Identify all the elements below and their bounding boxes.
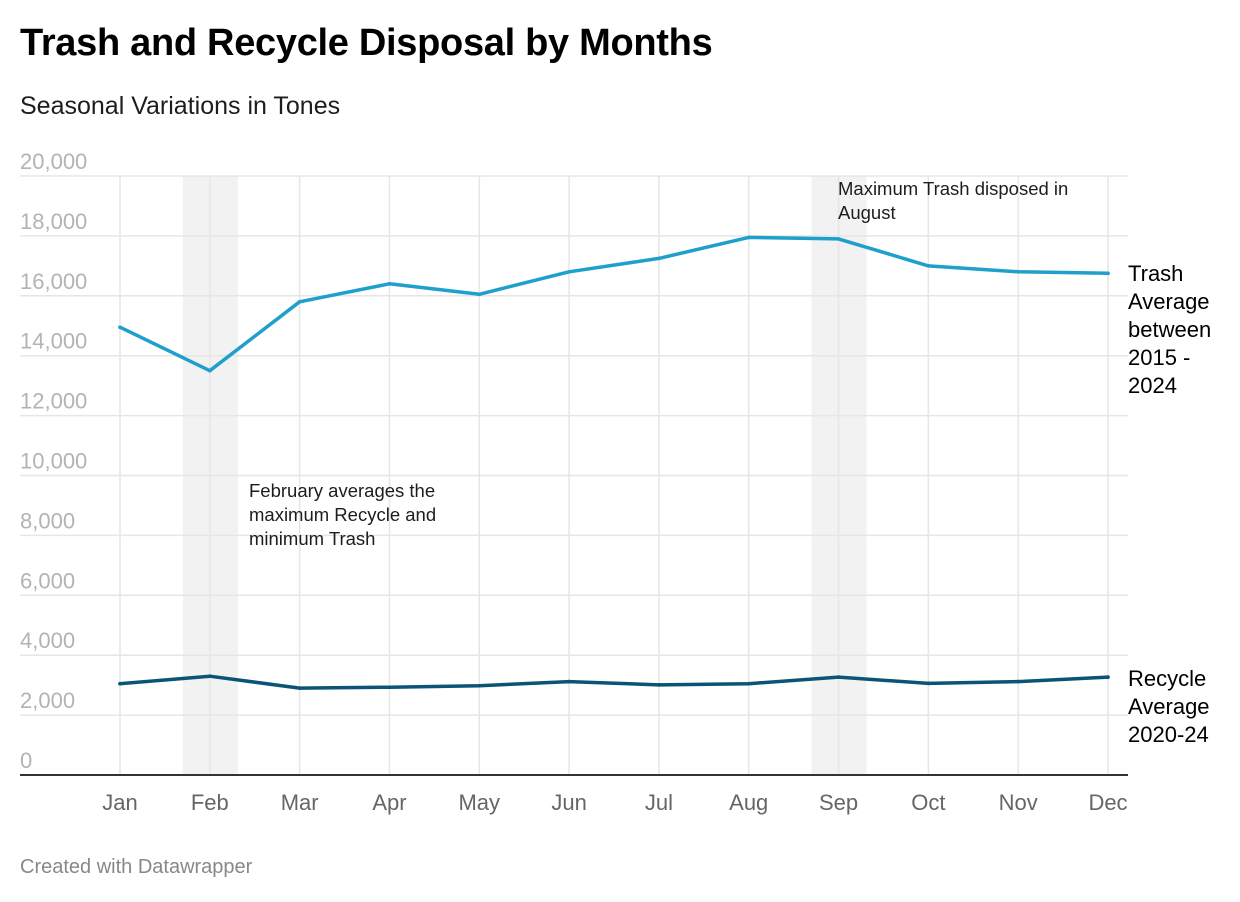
data-point-recycle [926,681,931,686]
y-tick-label: 4,000 [20,628,75,653]
data-point-recycle [1016,679,1020,684]
x-tick-label: Dec [1088,790,1127,815]
data-point-trash [746,235,751,240]
data-point-trash [657,256,661,261]
y-tick-label: 8,000 [20,508,75,533]
data-point-trash [1016,270,1020,274]
y-tick-label: 2,000 [20,688,75,713]
y-tick-label: 0 [20,748,32,773]
data-point-trash [297,299,302,304]
data-point-recycle [297,686,302,690]
annotation-feb: February averages the maximum Recycle and… [249,480,436,549]
y-tick-label: 20,000 [20,149,87,174]
footer-credit: Created with Datawrapper [20,856,253,878]
x-tick-label: Aug [729,790,768,815]
data-point-trash [926,264,931,268]
x-tick-label: Sep [819,790,858,815]
y-tick-label: 6,000 [20,568,75,593]
x-tick-label: Jul [645,790,673,815]
x-tick-label: Oct [911,790,945,815]
data-point-trash [208,368,212,373]
data-point-recycle [118,681,122,686]
data-point-recycle [746,681,751,686]
series-line-trash [118,235,1110,373]
data-point-trash [836,237,841,241]
chart-subtitle: Seasonal Variations in Tones [20,92,341,120]
data-point-recycle [657,683,661,687]
chart-title: Trash and Recycle Disposal by Months [20,22,713,64]
data-point-trash [477,292,482,297]
data-point-recycle [387,685,392,690]
series-line-recycle [118,674,1110,690]
y-tick-label: 12,000 [20,389,87,414]
x-tick-label: Jun [551,790,586,815]
series-label-recycle: Recycle Average 2020-24 [1128,666,1210,747]
y-tick-label: 10,000 [20,449,87,474]
x-tick-label: May [458,790,500,815]
x-tick-label: Apr [372,790,406,815]
data-point-recycle [567,679,571,684]
y-tick-label: 18,000 [20,209,87,234]
x-tick-label: Mar [281,790,319,815]
data-point-trash [1106,271,1110,276]
data-point-recycle [1106,675,1110,679]
data-point-recycle [836,675,841,679]
data-point-trash [118,325,122,330]
y-tick-label: 14,000 [20,329,87,354]
data-point-recycle [208,674,212,678]
data-point-recycle [477,683,482,688]
data-point-trash [567,270,571,274]
x-tick-label: Jan [102,790,137,815]
y-tick-label: 16,000 [20,269,87,294]
annotation-sep: Maximum Trash disposed in August [838,178,1068,223]
series-label-trash: Trash Average between 2015 -2024 [1128,261,1211,398]
x-tick-label: Nov [999,790,1038,815]
data-point-trash [387,282,392,286]
x-tick-label: Feb [191,790,229,815]
